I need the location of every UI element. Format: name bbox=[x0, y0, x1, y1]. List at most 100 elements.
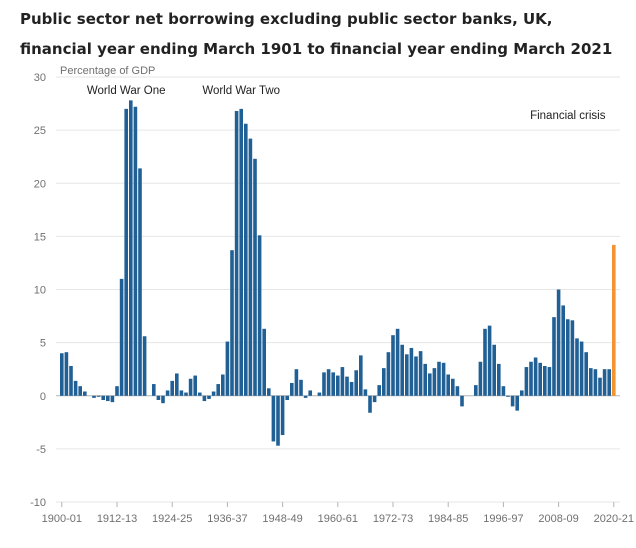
bar bbox=[234, 111, 239, 396]
annotation-label: World War Two bbox=[202, 85, 280, 97]
bar bbox=[354, 370, 358, 396]
bar bbox=[184, 392, 188, 396]
bar bbox=[129, 100, 133, 396]
y-tick-label: -5 bbox=[36, 444, 46, 456]
bar bbox=[579, 341, 584, 396]
bar bbox=[271, 395, 276, 442]
bar bbox=[372, 395, 377, 403]
bar bbox=[391, 335, 395, 396]
bar bbox=[428, 373, 432, 396]
y-tick-label: 15 bbox=[34, 231, 46, 243]
bar bbox=[377, 385, 381, 396]
bar bbox=[110, 395, 115, 403]
x-tick-label: 2020-21 bbox=[594, 513, 634, 525]
bar bbox=[602, 369, 607, 396]
bar bbox=[253, 158, 257, 396]
bar bbox=[547, 367, 552, 396]
bar bbox=[566, 319, 570, 396]
bar bbox=[345, 376, 349, 396]
bar bbox=[115, 386, 119, 396]
chart-title: Public sector net borrowing excluding pu… bbox=[20, 10, 613, 58]
bar bbox=[207, 395, 211, 399]
bar bbox=[230, 250, 234, 396]
bar bbox=[225, 341, 230, 396]
bar bbox=[96, 395, 101, 397]
bar bbox=[451, 378, 455, 396]
bar bbox=[524, 367, 529, 396]
bar bbox=[543, 366, 547, 396]
bar bbox=[340, 367, 345, 396]
bar bbox=[437, 361, 441, 396]
bar bbox=[487, 325, 492, 396]
x-tick-label: 1936-37 bbox=[207, 513, 247, 525]
bar bbox=[570, 320, 575, 396]
bar bbox=[83, 391, 87, 396]
bar bbox=[474, 385, 478, 396]
bar bbox=[363, 389, 368, 396]
bar bbox=[510, 395, 515, 407]
bar bbox=[349, 381, 354, 396]
bar bbox=[179, 390, 184, 396]
bar bbox=[161, 395, 165, 404]
bar bbox=[446, 374, 450, 396]
bar bbox=[492, 344, 496, 396]
y-tick-label: 5 bbox=[40, 338, 46, 350]
bar bbox=[326, 369, 331, 396]
bar bbox=[460, 395, 464, 407]
bar bbox=[133, 106, 138, 396]
bar bbox=[589, 368, 593, 396]
bar bbox=[106, 395, 110, 402]
bar bbox=[414, 356, 418, 396]
annotations: World War One World War Two Financial cris… bbox=[87, 85, 606, 122]
bar bbox=[152, 384, 156, 396]
bar bbox=[593, 369, 598, 396]
bar bbox=[308, 390, 312, 396]
x-tick-label: 1972-73 bbox=[373, 513, 413, 525]
x-tick-label: 1948-49 bbox=[262, 513, 302, 525]
bar bbox=[400, 344, 404, 396]
bar bbox=[405, 354, 409, 396]
bar bbox=[60, 353, 64, 396]
bar bbox=[124, 108, 128, 396]
x-tick-label: 2008-09 bbox=[538, 513, 578, 525]
bar bbox=[538, 362, 542, 396]
bar bbox=[290, 383, 294, 396]
bar bbox=[382, 368, 386, 396]
y-tick-label: 25 bbox=[34, 125, 46, 137]
bar bbox=[202, 395, 207, 402]
bar bbox=[92, 395, 96, 398]
y-tick-label: 30 bbox=[34, 72, 46, 84]
bar bbox=[257, 235, 262, 396]
bar bbox=[368, 395, 372, 413]
bar bbox=[216, 384, 220, 396]
bar bbox=[294, 369, 299, 396]
x-tick-label: 1924-25 bbox=[152, 513, 192, 525]
bar bbox=[483, 328, 487, 396]
bar bbox=[432, 368, 437, 396]
bar bbox=[299, 379, 303, 396]
bar bbox=[501, 386, 506, 396]
bar bbox=[529, 361, 533, 396]
bar bbox=[64, 352, 69, 396]
bar bbox=[239, 108, 243, 396]
x-tick-label: 1960-61 bbox=[318, 513, 358, 525]
bar bbox=[395, 328, 400, 396]
bar bbox=[248, 138, 253, 396]
bar bbox=[138, 168, 142, 396]
bar bbox=[441, 362, 446, 396]
bar bbox=[584, 352, 588, 396]
bar bbox=[285, 395, 289, 400]
bar bbox=[418, 351, 423, 396]
bar bbox=[78, 386, 82, 396]
bar bbox=[69, 366, 73, 396]
bar bbox=[101, 395, 105, 400]
bar bbox=[175, 373, 179, 396]
bar bbox=[575, 338, 579, 396]
bar bbox=[533, 357, 538, 396]
bar bbox=[455, 386, 460, 396]
y-tick-label: 0 bbox=[40, 391, 46, 403]
bar bbox=[478, 361, 483, 396]
bar bbox=[280, 395, 285, 436]
